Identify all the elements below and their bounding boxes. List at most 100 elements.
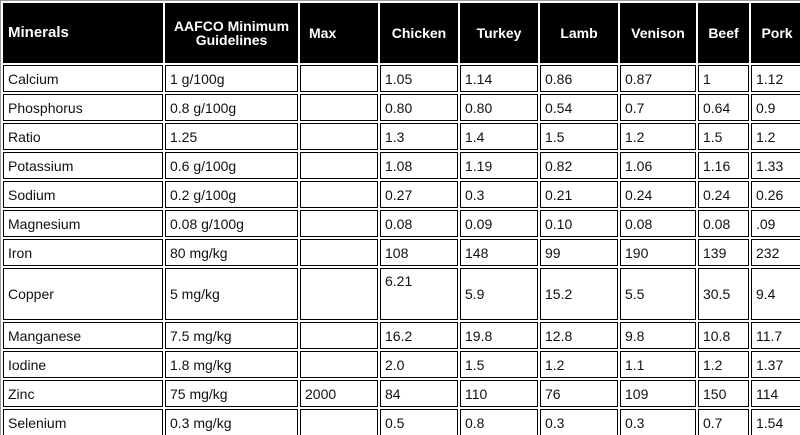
table-cell: 0.6 g/100g (165, 152, 298, 179)
table-cell: 0.24 (698, 181, 749, 208)
table-cell: 0.86 (540, 65, 618, 92)
table-cell: 0.10 (540, 210, 618, 237)
table-cell: 1.08 (380, 152, 458, 179)
table-cell: 1.2 (751, 123, 800, 150)
table-cell: 0.64 (698, 94, 749, 121)
row-label: Sodium (3, 181, 163, 208)
table-row: Ratio 1.25 1.3 1.4 1.5 1.2 1.5 1.2 (3, 123, 800, 150)
table-cell: 0.8 g/100g (165, 94, 298, 121)
table-cell: 1.37 (751, 351, 800, 378)
column-header: Pork (751, 3, 800, 63)
table-row: Potassium 0.6 g/100g 1.08 1.19 0.82 1.06 1.16 1… (3, 152, 800, 179)
table-cell: 0.3 (540, 409, 618, 435)
table-cell: 110 (460, 380, 538, 407)
column-header: Max (300, 3, 378, 63)
table-cell: 109 (620, 380, 696, 407)
table-cell: 10.8 (698, 322, 749, 349)
table-cell: 150 (698, 380, 749, 407)
table-cell: 9.4 (751, 268, 800, 320)
table-cell: 0.8 (460, 409, 538, 435)
table-cell: 15.2 (540, 268, 618, 320)
table-cell: 2.0 (380, 351, 458, 378)
table-cell: 0.7 (620, 94, 696, 121)
table-cell: 0.24 (620, 181, 696, 208)
column-header: Chicken (380, 3, 458, 63)
table-cell: 232 (751, 239, 800, 266)
empty-cell (300, 268, 378, 320)
table-row: Copper 5 mg/kg 6.21 5.9 15.2 5.5 30.5 9.4 (3, 268, 800, 320)
table-cell: 0.9 (751, 94, 800, 121)
table-cell: 1.12 (751, 65, 800, 92)
table-cell: 108 (380, 239, 458, 266)
row-label: Ratio (3, 123, 163, 150)
table-cell: 84 (380, 380, 458, 407)
table-cell: 75 mg/kg (165, 380, 298, 407)
column-header: Minerals (3, 3, 163, 63)
table-cell: 1.05 (380, 65, 458, 92)
table-row: Iron 80 mg/kg 108 148 99 190 139 232 (3, 239, 800, 266)
column-header: Venison (620, 3, 696, 63)
table-cell: 0.5 (380, 409, 458, 435)
table-cell: 16.2 (380, 322, 458, 349)
row-label: Calcium (3, 65, 163, 92)
table-cell: 0.09 (460, 210, 538, 237)
table-row: Selenium 0.3 mg/kg 0.5 0.8 0.3 0.3 0.7 1.54 (3, 409, 800, 435)
row-label: Iodine (3, 351, 163, 378)
row-label: Zinc (3, 380, 163, 407)
table-cell: 1.8 mg/kg (165, 351, 298, 378)
table-cell: 1.16 (698, 152, 749, 179)
table-cell: 0.08 (698, 210, 749, 237)
empty-cell (300, 322, 378, 349)
table-body: Calcium 1 g/100g 1.05 1.14 0.86 0.87 1 1.12 Phos… (3, 65, 800, 435)
table-cell: 19.8 (460, 322, 538, 349)
table-cell: 1.14 (460, 65, 538, 92)
column-header: Lamb (540, 3, 618, 63)
table-cell: 1.2 (540, 351, 618, 378)
table-cell: 76 (540, 380, 618, 407)
table-cell: 0.2 g/100g (165, 181, 298, 208)
row-label: Phosphorus (3, 94, 163, 121)
table-cell: 1 (698, 65, 749, 92)
empty-cell (300, 181, 378, 208)
empty-cell (300, 152, 378, 179)
table-row: Sodium 0.2 g/100g 0.27 0.3 0.21 0.24 0.24 0.26 (3, 181, 800, 208)
table-cell: .09 (751, 210, 800, 237)
row-label: Iron (3, 239, 163, 266)
table-cell: 1.5 (460, 351, 538, 378)
table-row: Calcium 1 g/100g 1.05 1.14 0.86 0.87 1 1.12 (3, 65, 800, 92)
table-cell: 99 (540, 239, 618, 266)
empty-cell (300, 210, 378, 237)
table-cell: 1.19 (460, 152, 538, 179)
column-header: Beef (698, 3, 749, 63)
table-cell: 0.08 (380, 210, 458, 237)
table-cell: 1.25 (165, 123, 298, 150)
empty-cell (300, 351, 378, 378)
table-cell: 1 g/100g (165, 65, 298, 92)
table-cell: 12.8 (540, 322, 618, 349)
table-cell: 0.80 (380, 94, 458, 121)
table-cell: 139 (698, 239, 749, 266)
empty-cell (300, 239, 378, 266)
table-row: Phosphorus 0.8 g/100g 0.80 0.80 0.54 0.7 0.64 0… (3, 94, 800, 121)
empty-cell (300, 123, 378, 150)
table-cell: 1.54 (751, 409, 800, 435)
table-cell: 1.1 (620, 351, 696, 378)
table-cell: 30.5 (698, 268, 749, 320)
table-cell: 0.26 (751, 181, 800, 208)
row-label: Manganese (3, 322, 163, 349)
table-row: Manganese 7.5 mg/kg 16.2 19.8 12.8 9.8 10.8 11.… (3, 322, 800, 349)
table-cell: 114 (751, 380, 800, 407)
table-cell: 1.5 (698, 123, 749, 150)
table-cell: 5.9 (460, 268, 538, 320)
table-cell: 11.7 (751, 322, 800, 349)
column-header: Turkey (460, 3, 538, 63)
table-cell: 1.4 (460, 123, 538, 150)
table-cell: 0.87 (620, 65, 696, 92)
table-cell: 1.2 (698, 351, 749, 378)
row-label: Copper (3, 268, 163, 320)
table-cell: 0.3 (460, 181, 538, 208)
table-cell: 1.2 (620, 123, 696, 150)
column-header: AAFCO Minimum Guidelines (165, 3, 298, 63)
